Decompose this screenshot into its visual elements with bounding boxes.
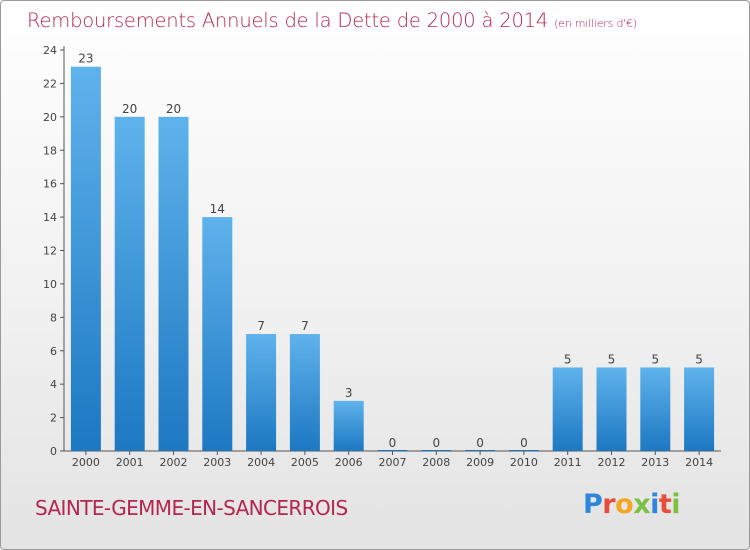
y-tick-label: 20 <box>43 111 57 124</box>
logo-letter: o <box>615 489 634 520</box>
data-label: 7 <box>301 319 309 333</box>
data-label: 3 <box>345 386 353 400</box>
bar <box>333 400 364 451</box>
data-label: 20 <box>166 102 181 116</box>
proxiti-logo[interactable]: Proxiti <box>583 489 681 520</box>
x-tick-label: 2007 <box>379 456 407 469</box>
bar <box>552 367 583 451</box>
data-label: 23 <box>78 52 93 66</box>
x-tick-label: 2003 <box>203 456 231 469</box>
y-tick-label: 22 <box>43 77 57 90</box>
chart-title-text: Remboursements Annuels de la Dette de 20… <box>27 9 549 32</box>
y-tick-label: 8 <box>50 311 57 324</box>
y-tick-label: 16 <box>43 178 57 191</box>
commune-name: SAINTE-GEMME-EN-SANCERROIS <box>35 496 348 520</box>
logo-letter: t <box>658 489 672 520</box>
x-tick-label: 2001 <box>116 456 144 469</box>
bar <box>246 334 277 451</box>
data-label: 5 <box>564 352 572 366</box>
bar <box>158 116 189 451</box>
x-tick-label: 2008 <box>422 456 450 469</box>
y-tick-label: 4 <box>50 378 57 391</box>
y-tick-label: 0 <box>50 445 57 458</box>
y-tick-label: 14 <box>43 211 57 224</box>
x-tick-label: 2010 <box>510 456 538 469</box>
logo-letter: x <box>633 489 651 520</box>
x-tick-label: 2011 <box>554 456 582 469</box>
x-tick-label: 2002 <box>160 456 188 469</box>
data-label: 5 <box>608 352 616 366</box>
bar <box>684 367 715 451</box>
y-tick-label: 6 <box>50 345 57 358</box>
x-tick-label: 2014 <box>685 456 713 469</box>
logo-letter: i <box>650 489 659 520</box>
x-tick-label: 2009 <box>466 456 494 469</box>
x-tick-label: 2004 <box>247 456 275 469</box>
logo-letter: r <box>602 489 616 520</box>
data-label: 0 <box>432 436 440 450</box>
bar <box>114 116 145 451</box>
bar <box>202 217 233 451</box>
data-label: 20 <box>122 102 137 116</box>
data-label: 14 <box>210 202 225 216</box>
y-tick-label: 10 <box>43 278 57 291</box>
bar <box>70 66 101 451</box>
data-label: 0 <box>389 436 397 450</box>
chart-title: Remboursements Annuels de la Dette de 20… <box>27 9 637 32</box>
logo-letter: i <box>671 489 681 520</box>
bar <box>640 367 671 451</box>
data-label: 0 <box>476 436 484 450</box>
bar <box>596 367 627 451</box>
y-tick-label: 12 <box>43 245 57 258</box>
data-label: 5 <box>695 352 703 366</box>
chart-unit: (en milliers d'€) <box>554 17 637 30</box>
x-tick-label: 2006 <box>335 456 363 469</box>
data-label: 7 <box>257 319 265 333</box>
x-tick-label: 2005 <box>291 456 319 469</box>
bar <box>289 334 320 451</box>
y-tick-label: 24 <box>43 44 57 57</box>
y-tick-label: 18 <box>43 144 57 157</box>
data-label: 0 <box>520 436 528 450</box>
x-tick-label: 2012 <box>598 456 626 469</box>
x-tick-label: 2013 <box>641 456 669 469</box>
logo-letter: P <box>583 489 603 520</box>
y-tick-label: 2 <box>50 412 57 425</box>
x-tick-label: 2000 <box>72 456 100 469</box>
data-label: 5 <box>651 352 659 366</box>
